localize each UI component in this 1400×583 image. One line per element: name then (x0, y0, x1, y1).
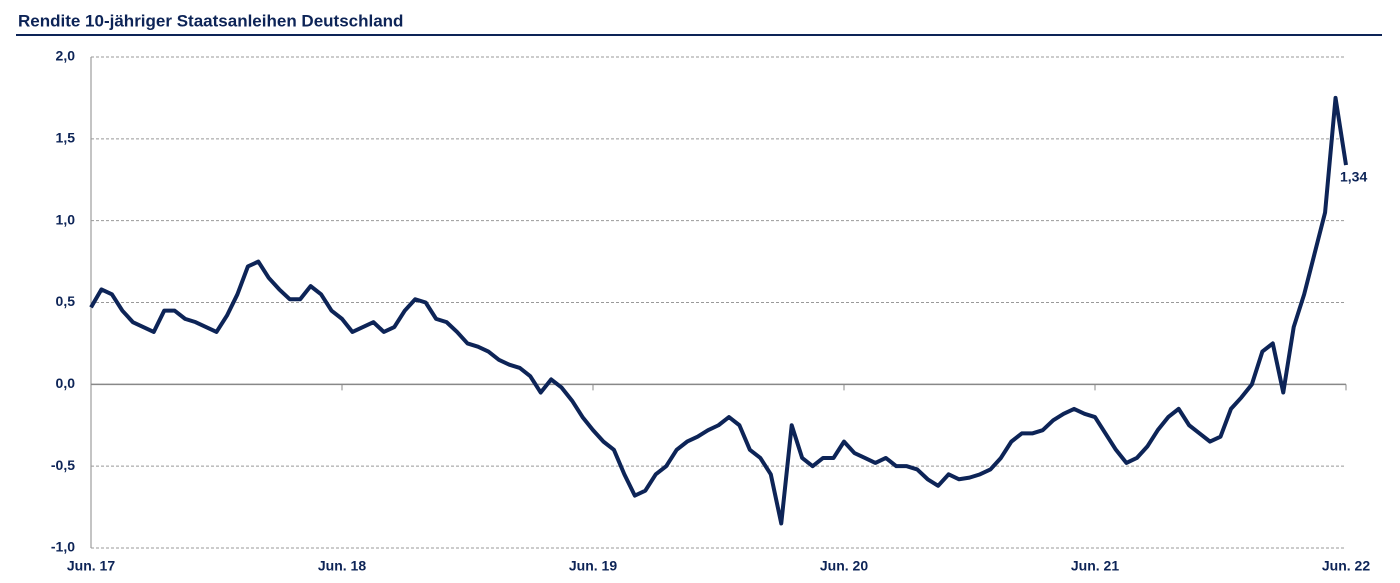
x-tick-label: Jun. 18 (318, 558, 366, 574)
value-label: 1,34 (1340, 169, 1367, 185)
line-series (89, 95, 1348, 526)
y-tick-label: 1,0 (56, 211, 76, 227)
y-tick-label: 0,5 (56, 293, 76, 309)
y-tick-label: -1,0 (51, 539, 75, 555)
y-tick-label: 0,0 (56, 375, 76, 391)
y-tick-label: -0,5 (51, 457, 75, 473)
x-tick-label: Jun. 22 (1322, 558, 1370, 574)
y-tick-label: 1,5 (56, 130, 76, 146)
x-tick-label: Jun. 19 (569, 558, 617, 574)
y-tick-label: 2,0 (56, 48, 76, 64)
chart-title: Rendite 10-jähriger Staatsanleihen Deuts… (18, 11, 403, 30)
x-tick-label: Jun. 20 (820, 558, 868, 574)
x-tick-label: Jun. 17 (67, 558, 115, 574)
x-tick-label: Jun. 21 (1071, 558, 1119, 574)
